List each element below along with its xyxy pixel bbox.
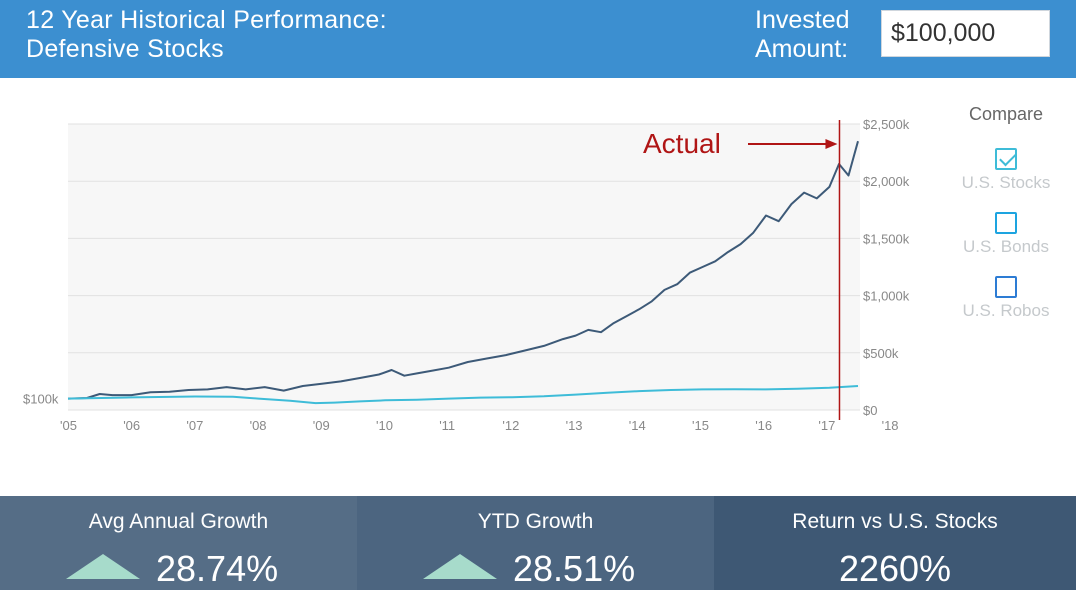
invested-amount-input[interactable] <box>881 10 1050 57</box>
x-tick-label: '14 <box>629 418 646 433</box>
y-tick-label: $1,000k <box>863 289 910 304</box>
y-tick-label: $500k <box>863 346 899 361</box>
compare-item-u-s-bonds[interactable]: U.S. Bonds <box>950 212 1062 257</box>
page-title-line2: Defensive Stocks <box>26 35 224 63</box>
stat-label: Avg Annual Growth <box>88 510 269 533</box>
x-tick-label: '08 <box>250 418 267 433</box>
performance-chart: $0 $500k $1,000k $1,500k $2,000k $2,500k '05 '0… <box>23 117 910 433</box>
series-line-us_stocks <box>67 385 859 405</box>
checkbox-icon[interactable] <box>995 276 1017 298</box>
compare-item-u-s-robos[interactable]: U.S. Robos <box>950 276 1062 321</box>
x-tick-label: '13 <box>566 418 583 433</box>
compare-item-label: U.S. Bonds <box>963 237 1049 256</box>
stat-label: YTD Growth <box>477 510 594 533</box>
x-tick-label: '05 <box>60 418 77 433</box>
compare-item-u-s-stocks[interactable]: U.S. Stocks <box>950 148 1062 193</box>
compare-title: Compare <box>968 104 1044 124</box>
checkbox-icon[interactable] <box>995 148 1017 170</box>
x-tick-label: '07 <box>186 418 203 433</box>
stat-value: 28.74% <box>156 548 279 589</box>
stats-bar: Avg Annual Growth 28.74% YTD Growth 28.5… <box>0 496 1076 590</box>
invested-label-line1: Invested <box>755 6 850 34</box>
actual-annotation-label: Actual <box>643 128 721 159</box>
y-tick-label: $1,500k <box>863 231 910 246</box>
x-tick-label: '11 <box>439 418 455 433</box>
x-tick-label: '15 <box>692 418 709 433</box>
header-bar: 12 Year Historical Performance: Defensiv… <box>0 0 1076 78</box>
checkmark-icon <box>999 148 1017 167</box>
x-tick-label: '16 <box>755 418 772 433</box>
x-tick-label: '06 <box>123 418 140 433</box>
start-value-label: $100k <box>23 392 59 407</box>
compare-item-label: U.S. Robos <box>962 301 1050 320</box>
stat-ytd-growth: YTD Growth 28.51% <box>357 496 714 590</box>
y-tick-label: $2,500k <box>863 117 910 132</box>
stat-avg-annual-growth: Avg Annual Growth 28.74% <box>0 496 357 590</box>
stat-value: 2260% <box>838 548 952 589</box>
arrow-up-icon <box>423 554 497 579</box>
stat-value: 28.51% <box>513 548 636 589</box>
x-tick-label: '09 <box>313 418 330 433</box>
x-tick-label: '12 <box>502 418 519 433</box>
x-tick-label: '10 <box>376 418 393 433</box>
checkbox-icon[interactable] <box>995 212 1017 234</box>
stat-return-vs-us-stocks: Return vs U.S. Stocks 2260% <box>714 496 1076 590</box>
compare-item-label: U.S. Stocks <box>961 173 1051 192</box>
invested-label-line2: Amount: <box>755 35 849 63</box>
arrow-up-icon <box>66 554 140 579</box>
plot-background <box>68 124 860 410</box>
x-tick-label: '17 <box>818 418 835 433</box>
page-title-line1: 12 Year Historical Performance: <box>26 6 387 34</box>
y-tick-label: $0 <box>863 403 877 418</box>
series-line-portfolio <box>67 140 859 400</box>
compare-panel: Compare <box>950 104 1062 125</box>
stat-label: Return vs U.S. Stocks <box>792 510 998 533</box>
x-tick-label: '18 <box>882 418 899 433</box>
actual-arrow-icon <box>825 139 838 149</box>
y-tick-label: $2,000k <box>863 174 910 189</box>
